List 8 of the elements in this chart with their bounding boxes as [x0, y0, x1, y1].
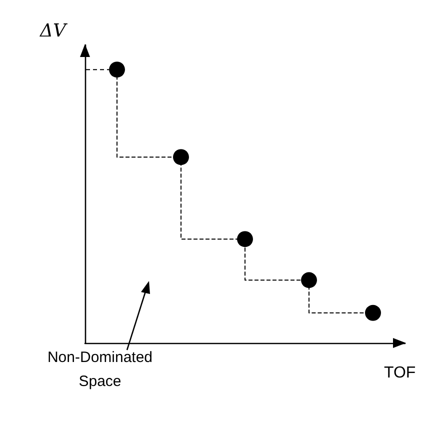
text: Non-Dominated Space	[46, 348, 154, 392]
point	[173, 149, 189, 166]
point	[365, 304, 381, 321]
y-axis-title: ΔV	[39, 20, 68, 42]
point	[301, 272, 317, 288]
point	[237, 231, 253, 248]
point	[109, 62, 125, 78]
x-axis-title: TOF	[384, 364, 416, 382]
